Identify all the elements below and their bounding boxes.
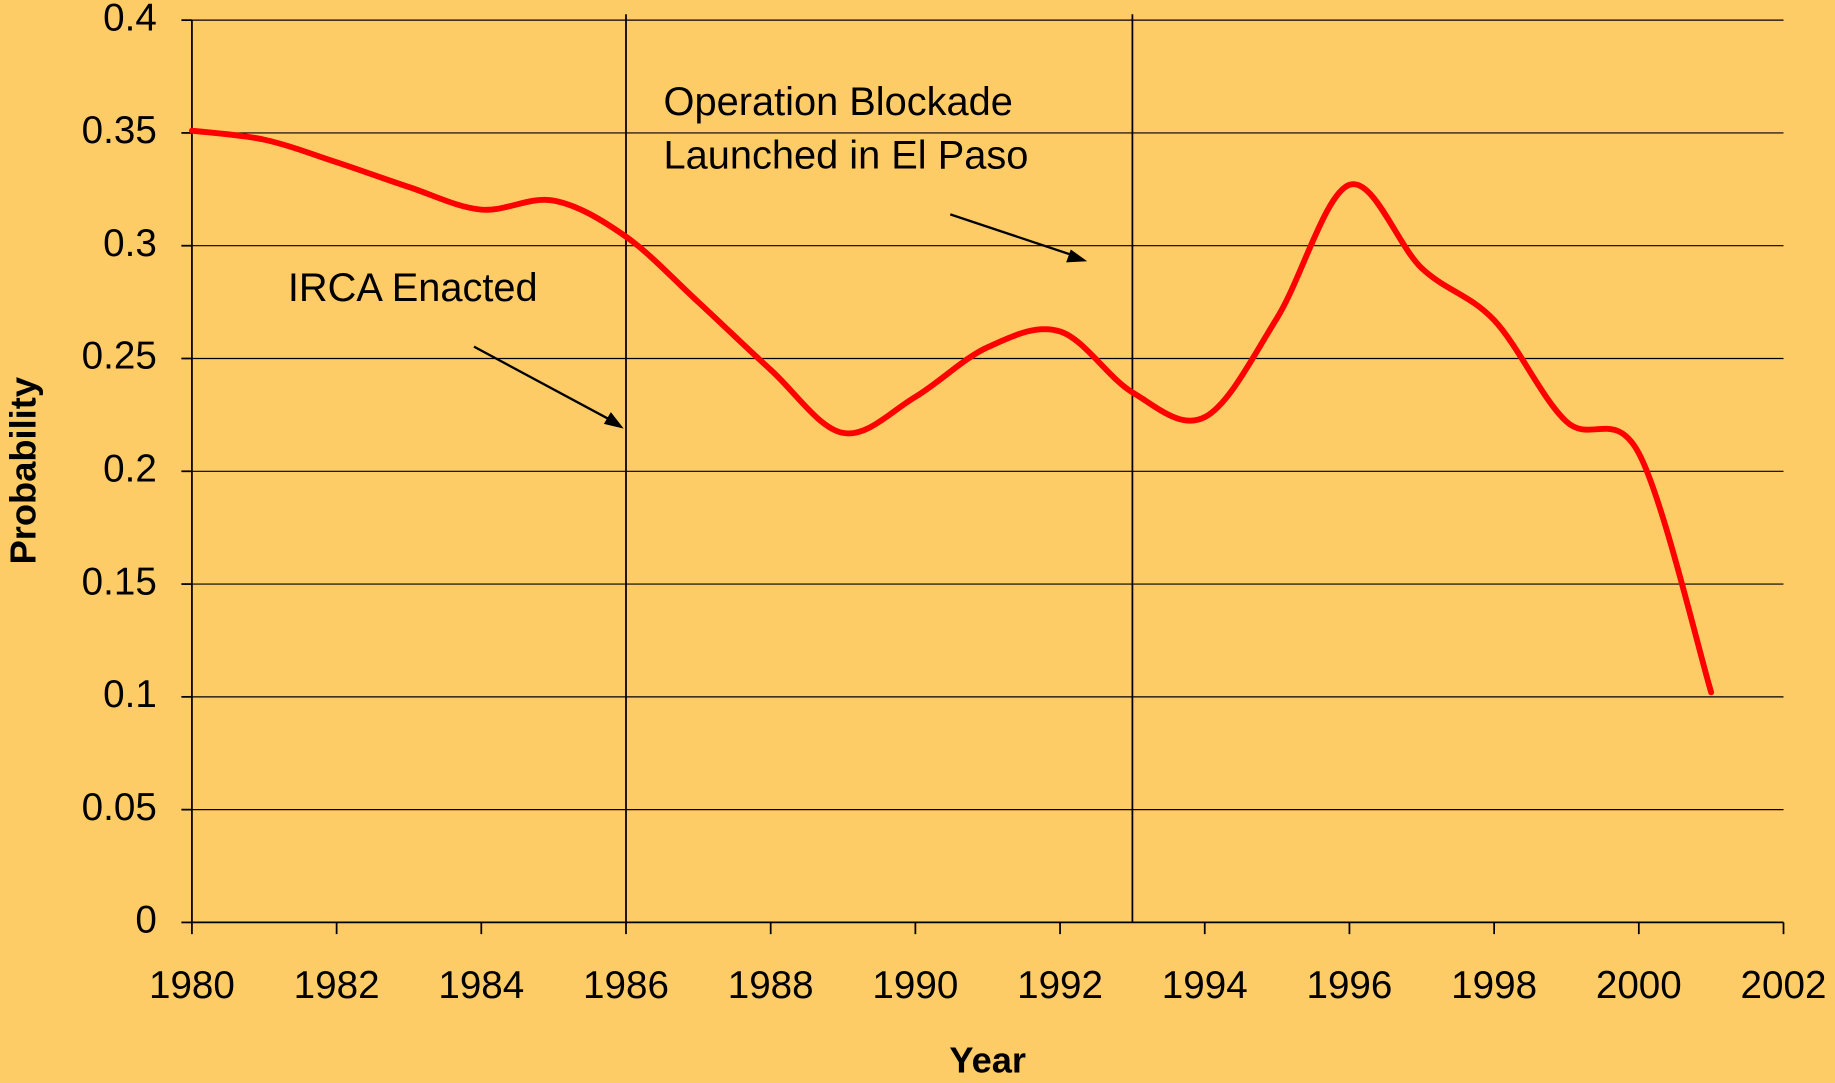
- annotation-arrow: [473, 345, 617, 424]
- y-tick-label: 0.15: [82, 560, 157, 603]
- x-tick-label: 1994: [1162, 964, 1248, 1007]
- x-tick-label: 1984: [438, 964, 524, 1007]
- y-tick-label: 0.4: [103, 0, 157, 39]
- annotation-text: Launched in El Paso: [664, 134, 1029, 178]
- y-tick-label: 0.3: [103, 222, 157, 265]
- x-tick-label: 2002: [1741, 964, 1827, 1007]
- annotation-text: IRCA Enacted: [288, 266, 538, 310]
- y-tick-label: 0.05: [82, 786, 157, 829]
- y-tick-label: 0.35: [82, 109, 157, 152]
- y-tick-label: 0.2: [103, 447, 157, 490]
- x-tick-label: 1990: [872, 964, 958, 1007]
- y-tick-label: 0.1: [103, 673, 157, 716]
- x-tick-label: 1982: [294, 964, 380, 1007]
- annotation-arrow: [949, 213, 1078, 258]
- x-tick-label: 1996: [1306, 964, 1392, 1007]
- x-tick-label: 1998: [1451, 964, 1537, 1007]
- x-tick-label: 1988: [728, 964, 814, 1007]
- y-axis-title: Probability: [2, 377, 43, 564]
- y-tick-label: 0.25: [82, 335, 157, 378]
- annotation-arrowhead: [1066, 249, 1088, 263]
- y-tick-label: 0: [135, 899, 156, 942]
- x-tick-label: 1986: [583, 964, 669, 1007]
- annotation-text: Operation Blockade: [664, 80, 1013, 124]
- data-line: [189, 127, 1715, 696]
- annotation-arrowhead: [603, 412, 624, 429]
- x-tick-label: 2000: [1596, 964, 1682, 1007]
- x-tick-label: 1992: [1017, 964, 1103, 1007]
- x-tick-label: 1980: [149, 964, 235, 1007]
- x-axis-title: Year: [949, 1039, 1026, 1080]
